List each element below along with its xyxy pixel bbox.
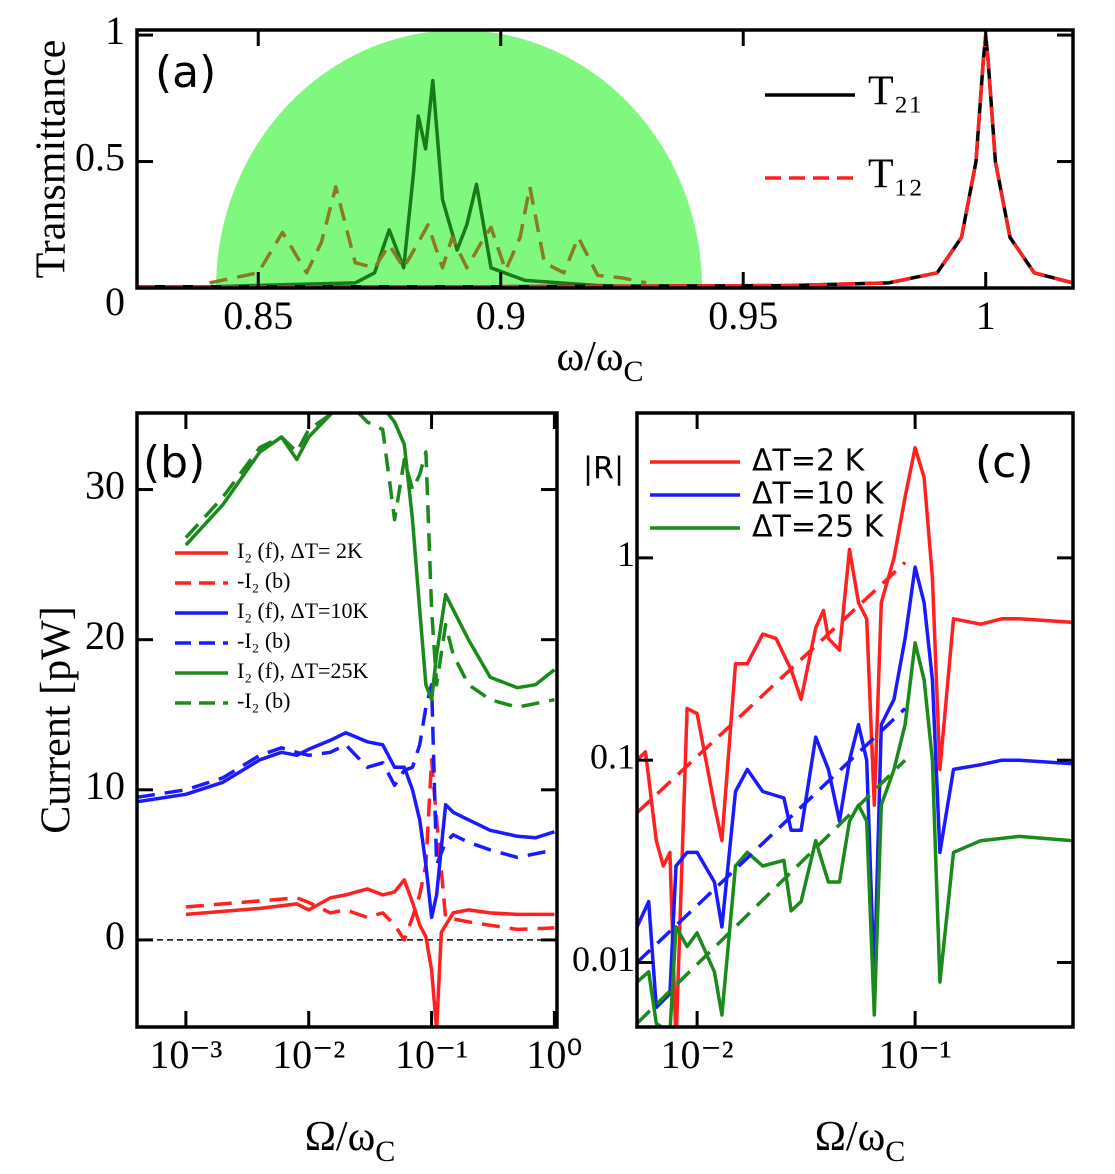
y-axis-label: Current [pW]: [34, 606, 80, 833]
legend-label: I₂ (f), ΔT= 2K: [237, 538, 363, 563]
y-tick-label: 1: [617, 534, 635, 574]
x-tick-label: 10⁻²: [272, 1032, 345, 1077]
series-line: [209, 78, 647, 288]
series-line: [637, 707, 907, 964]
legend-label: -I₂ (b): [237, 688, 290, 713]
series-line: [137, 731, 555, 920]
y-tick-label: 10: [85, 763, 125, 808]
series-line: [637, 641, 1073, 1027]
legend-label: -I₂ (b): [237, 628, 290, 653]
plot-area: [137, 33, 1073, 288]
x-tick-label: 0.95: [708, 293, 778, 338]
x-axis-label-sub: C: [375, 1135, 395, 1168]
y-axis-label: Transmittance: [29, 40, 75, 279]
annotation: |R|: [583, 452, 624, 487]
y-tick-label: 0.01: [572, 939, 635, 979]
plot-area: [637, 446, 1073, 1027]
legend-label: I₂ (f), ΔT=25K: [237, 658, 368, 683]
series-line: [637, 758, 907, 1025]
y-tick-label: 1: [105, 8, 125, 53]
y-tick-label: 30: [85, 463, 125, 508]
plot-frame: [135, 28, 1075, 290]
series-line: [137, 682, 555, 867]
series-line: [137, 33, 1073, 288]
x-tick-label: 10⁻³: [149, 1032, 222, 1077]
plot-area: [137, 413, 557, 1027]
series-line: [637, 561, 907, 814]
x-tick-label: 10⁰: [526, 1032, 582, 1077]
legend-label: T₂₁: [868, 69, 923, 115]
legend-label: T₁₂: [868, 152, 923, 198]
x-tick-label: 10⁻¹: [879, 1032, 952, 1077]
x-tick-label: 1: [976, 293, 996, 338]
x-axis-label: Ω/ωC: [305, 1114, 396, 1168]
series-line: [209, 185, 647, 285]
plot-frame: [635, 411, 1075, 1029]
legend-label: ΔT=10 K: [752, 477, 885, 512]
y-tick-label: 0.1: [590, 736, 635, 776]
annotation: (a): [155, 47, 216, 98]
x-axis-label-main: Ω/ω: [305, 1114, 376, 1160]
x-axis-label: Ω/ωC: [815, 1114, 906, 1168]
x-tick-label: 0.9: [476, 293, 526, 338]
plot-frame: [135, 411, 559, 1029]
annotation: (b): [143, 437, 205, 488]
x-tick-label: 10⁻¹: [395, 1032, 468, 1077]
legend-label: ΔT=2 K: [752, 444, 866, 479]
legend-label: -I₂ (b): [237, 568, 290, 593]
series-line: [185, 878, 555, 1027]
legend-label: I₂ (f), ΔT=10K: [237, 598, 368, 623]
x-axis-label-main: Ω/ω: [815, 1114, 886, 1160]
series-line: [637, 446, 1073, 1027]
series-line: [184, 413, 555, 709]
x-tick-label: 0.85: [223, 293, 293, 338]
y-tick-label: 0.5: [75, 135, 125, 180]
x-tick-label: 10⁻²: [661, 1032, 734, 1077]
x-axis-label-sub: C: [885, 1135, 905, 1168]
legend-label: ΔT=25 K: [752, 510, 885, 545]
x-axis-label: ω/ωC: [557, 334, 644, 388]
y-tick-label: 20: [85, 613, 125, 658]
series-line: [185, 758, 555, 942]
x-axis-label-main: ω/ω: [557, 334, 624, 380]
annotation: (c): [975, 437, 1034, 488]
x-axis-label-sub: C: [623, 355, 643, 388]
band-shade: [216, 30, 702, 288]
series-line: [637, 565, 1073, 1010]
y-tick-label: 0: [105, 279, 125, 324]
series-line: [184, 413, 556, 702]
y-tick-label: 0: [105, 913, 125, 958]
